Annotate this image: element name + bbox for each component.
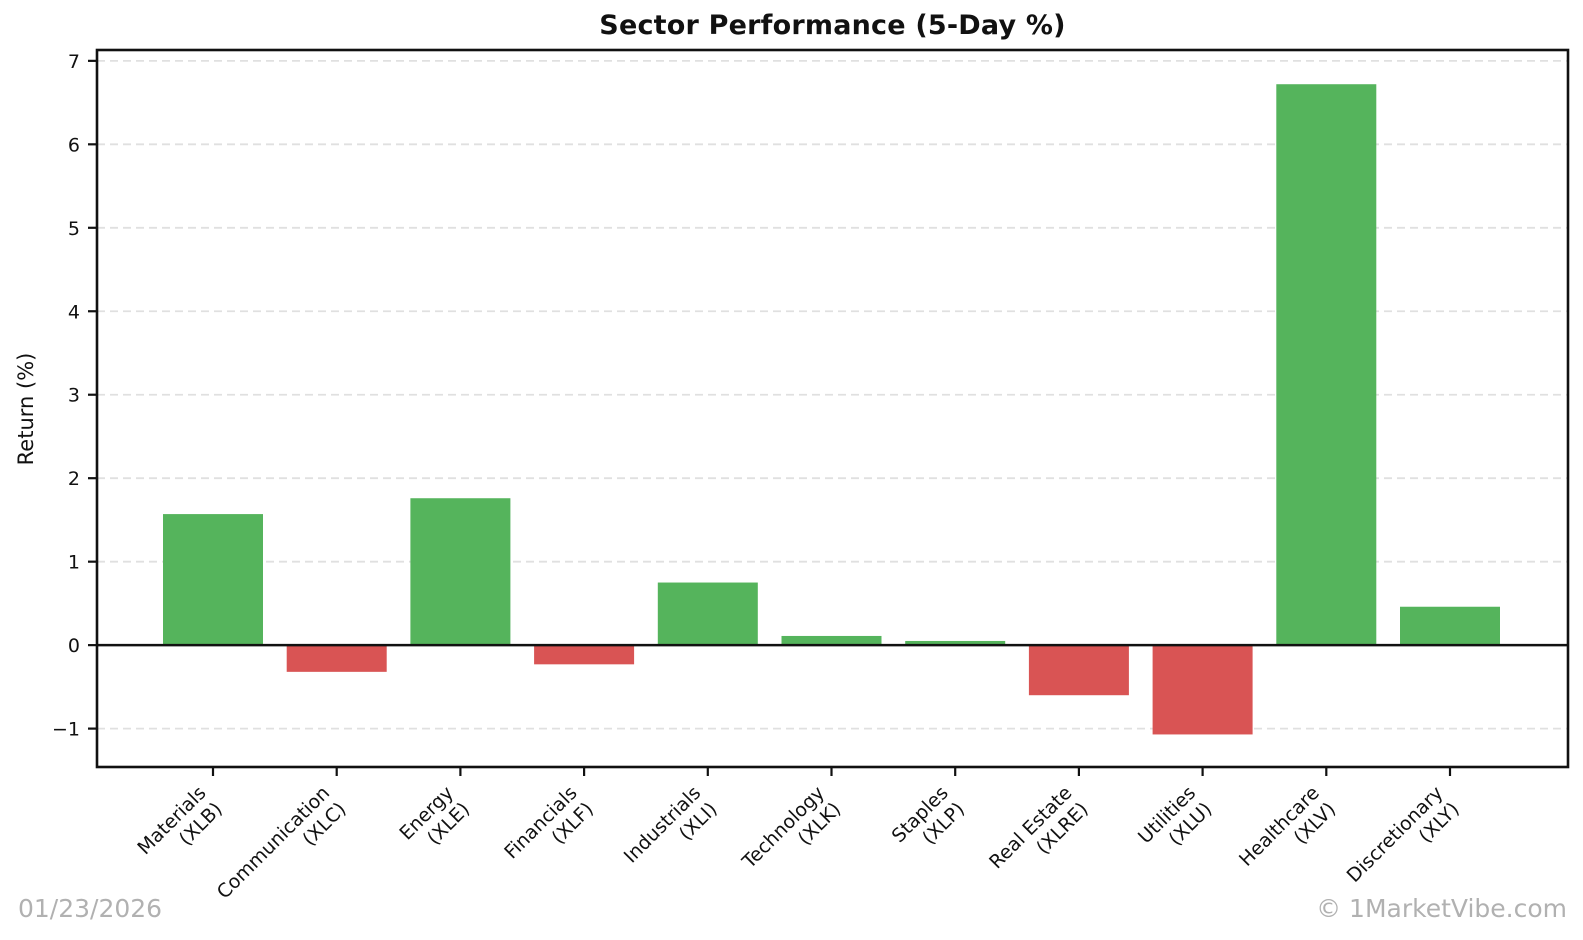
x-tick-label-materials: Materials(XLB) [133, 782, 226, 875]
bar-staples [905, 640, 1006, 646]
x-tick-label-discretionary: Discretionary(XLY) [1343, 782, 1464, 903]
bar-healthcare [1276, 84, 1377, 646]
bar-financials [534, 645, 635, 665]
y-tick-label: 0 [68, 635, 80, 657]
y-tick-label: 6 [68, 134, 80, 156]
x-tick-label-utilities: Utilities(XLU) [1134, 782, 1216, 864]
bar-technology [781, 635, 882, 646]
chart-title: Sector Performance (5-Day %) [599, 10, 1066, 41]
y-tick-label: 1 [68, 552, 80, 574]
y-tick-label: 5 [68, 218, 80, 240]
x-tick-label-communication: Communication(XLC) [213, 782, 351, 920]
x-tick-label-financials: Financials(XLF) [500, 782, 598, 880]
bar-utilities [1152, 645, 1253, 735]
bar-communication [286, 645, 387, 672]
date-watermark: 01/23/2026 [18, 894, 163, 923]
x-tick-label-healthcare: Healthcare(XLV) [1235, 782, 1340, 887]
y-tick-label: 4 [68, 301, 80, 323]
y-tick-label: 2 [68, 468, 80, 490]
y-tick-label: 7 [68, 51, 80, 73]
x-tick-label-industrials: Industrials(XLI) [620, 782, 722, 884]
bar-energy [410, 498, 511, 646]
bar-real-estate [1028, 645, 1129, 696]
y-tick-label: 3 [68, 385, 80, 407]
bar-industrials [657, 582, 758, 646]
y-tick-label: −1 [52, 719, 80, 741]
bar-discretionary [1400, 606, 1500, 646]
x-tick-label-technology: Technology(XLK) [738, 782, 846, 890]
x-tick-label-energy: Energy(XLE) [395, 782, 474, 861]
bar-materials [163, 514, 263, 646]
x-tick-label-real-estate: Real Estate(XLRE) [985, 782, 1093, 890]
brand-watermark: © 1MarketVibe.com [1316, 894, 1567, 923]
x-tick-label-staples: Staples(XLP) [888, 782, 969, 863]
